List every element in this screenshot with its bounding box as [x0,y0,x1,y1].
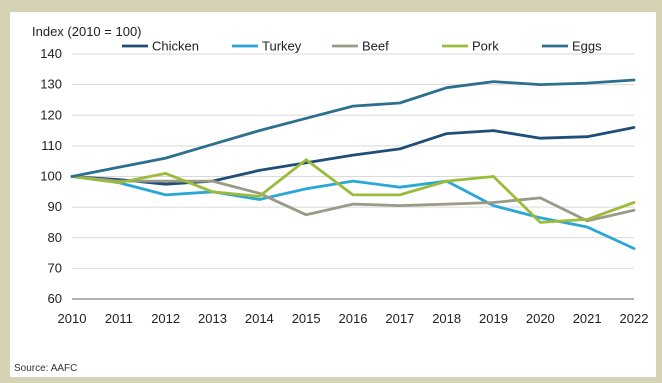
legend-item-pork: Pork [442,39,499,54]
series-line-turkey [70,175,636,250]
source-note: Source: AAFC [14,363,77,374]
y-tick-label: 60 [48,291,62,306]
x-tick-label: 2012 [151,311,180,326]
x-tick-label: 2022 [620,311,649,326]
y-tick-labels: 60 70 80 90 100 110 120 130 140 [40,46,62,306]
series-line-pork [70,158,636,224]
y-tick-label: 100 [40,169,62,184]
legend-item-eggs: Eggs [542,39,602,54]
x-tick-label: 2013 [198,311,227,326]
x-tick-label: 2011 [105,311,133,326]
x-tick-label: 2020 [526,311,555,326]
chart-frame: Index (2010 = 100) 60 70 80 90 100 110 120 130 1… [10,12,656,377]
series-line-beef [70,175,636,223]
x-tick-label: 2015 [292,311,321,326]
series-line-chicken [70,126,636,186]
legend-label: Chicken [152,39,199,54]
x-tick-label: 2017 [385,311,414,326]
y-axis-label: Index (2010 = 100) [32,24,142,39]
x-tick-labels: 2010 2011 2012 2013 2014 2015 2016 2017 2018 2019… [58,311,649,326]
line-chart: Index (2010 = 100) 60 70 80 90 100 110 120 130 1… [14,24,649,374]
x-tick-label: 2021 [573,311,602,326]
x-tick-label: 2016 [339,311,368,326]
y-tick-label: 110 [41,138,62,153]
gridlines [72,53,634,300]
legend-item-turkey: Turkey [232,39,302,54]
x-tick-label: 2010 [58,311,87,326]
y-tick-label: 140 [40,46,62,61]
y-tick-label: 120 [40,107,62,122]
y-tick-label: 80 [48,230,62,245]
x-tick-label: 2019 [479,311,508,326]
legend-item-beef: Beef [332,39,389,54]
legend-label: Eggs [572,39,602,54]
x-tick-label: 2018 [432,311,461,326]
legend: Chicken Turkey Beef Pork Eggs [122,39,602,54]
series-line-eggs [70,78,636,178]
legend-label: Beef [362,39,389,54]
y-tick-label: 130 [40,77,62,92]
legend-item-chicken: Chicken [122,39,199,54]
y-tick-label: 70 [48,260,62,275]
legend-label: Pork [472,39,499,54]
series-lines [70,78,636,250]
y-tick-label: 90 [48,199,62,214]
x-tick-label: 2014 [245,311,274,326]
legend-label: Turkey [262,39,302,54]
